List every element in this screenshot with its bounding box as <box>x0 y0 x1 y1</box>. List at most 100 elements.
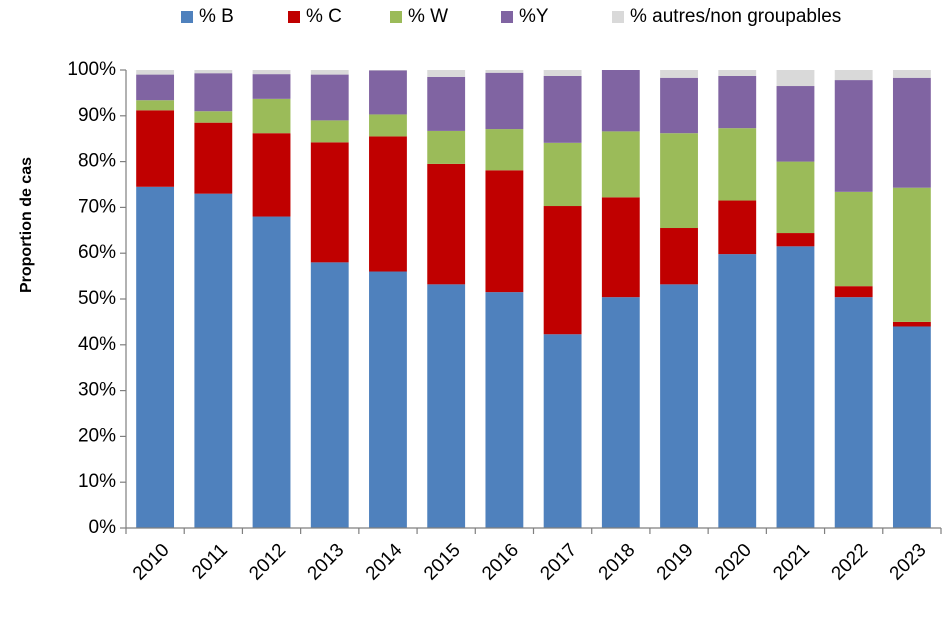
bar-2011-series-0 <box>194 193 233 528</box>
y-tick-label: 0% <box>89 517 117 538</box>
y-tick-label: 90% <box>78 105 116 126</box>
bar-2016-series-0 <box>485 292 524 528</box>
legend-swatch <box>501 11 513 23</box>
bar-2019-series-3 <box>660 77 698 134</box>
legend-label: % B <box>199 6 234 27</box>
y-tick-label: 50% <box>78 288 116 309</box>
x-tick-label: 2010 <box>129 540 174 585</box>
x-tick-label: 2011 <box>188 540 232 584</box>
bar-2022-series-1 <box>834 286 873 298</box>
bar-2017-series-3 <box>543 75 582 143</box>
y-tick-label: 60% <box>78 242 116 263</box>
y-tick-label: 20% <box>78 425 116 446</box>
bar-2012-series-2 <box>252 98 291 134</box>
bar-2021-series-1 <box>776 233 815 247</box>
bar-2013-series-4 <box>310 70 349 75</box>
bar-2016-series-2 <box>485 129 524 171</box>
bar-2017-series-2 <box>543 142 582 207</box>
bar-2019-series-2 <box>660 133 698 229</box>
bar-2018-series-0 <box>601 297 640 528</box>
bar-2020-series-4 <box>718 70 757 76</box>
y-tick-label: 30% <box>78 380 116 401</box>
bar-2020-series-1 <box>718 200 757 255</box>
x-tick-label: 2020 <box>711 540 756 585</box>
legend-label: % autres/non groupables <box>630 6 841 27</box>
legend-swatch <box>390 11 402 23</box>
x-tick-label: 2023 <box>886 540 931 585</box>
bar-2022-series-2 <box>834 191 873 287</box>
bar-2012-series-0 <box>252 216 291 528</box>
bar-2011-series-4 <box>194 70 233 74</box>
bar-2023-series-0 <box>892 326 931 528</box>
bar-2015-series-0 <box>427 284 466 528</box>
bar-2023-series-1 <box>892 321 931 327</box>
bar-2014-series-3 <box>369 70 407 115</box>
bar-2017-series-0 <box>543 334 582 528</box>
bar-2013-series-0 <box>310 262 349 528</box>
bar-2023-series-2 <box>892 187 931 322</box>
y-tick-label: 10% <box>78 471 116 492</box>
bar-2022-series-0 <box>834 297 873 528</box>
x-tick-label: 2019 <box>653 540 698 585</box>
bar-2010-series-4 <box>136 70 175 75</box>
y-axis-label: Proportion de cas <box>18 157 35 293</box>
bar-2016-series-1 <box>485 170 524 293</box>
bar-2015-series-4 <box>427 70 466 77</box>
bar-2014-series-2 <box>369 114 407 137</box>
bar-2015-series-2 <box>427 130 466 164</box>
bar-2022-series-3 <box>834 80 873 192</box>
x-tick-label: 2016 <box>478 540 523 585</box>
bar-2017-series-1 <box>543 206 582 335</box>
legend: % B % C % W %Y % autres/non groupables <box>181 6 841 27</box>
legend-label: % W <box>408 6 448 27</box>
bar-2014-series-1 <box>369 136 407 272</box>
bars <box>136 70 931 529</box>
bar-2023-series-4 <box>892 70 931 78</box>
x-tick-label: 2013 <box>304 540 349 585</box>
bar-2011-series-2 <box>194 111 233 123</box>
bar-2021-series-0 <box>776 246 815 528</box>
bar-2010-series-1 <box>136 110 175 187</box>
bar-2015-series-3 <box>427 76 466 131</box>
bar-2018-series-3 <box>601 70 640 132</box>
y-axis-ticks: 0% 10% 20% 30% 40% 50% 60% 70% 80% 90% 100% <box>67 59 126 538</box>
bar-2012-series-1 <box>252 133 291 217</box>
legend-label: %Y <box>519 6 549 27</box>
y-tick-label: 100% <box>67 59 116 80</box>
bar-2011-series-3 <box>194 73 233 112</box>
x-tick-label: 2018 <box>595 540 640 585</box>
bar-2019-series-0 <box>660 284 698 528</box>
bar-2014-series-0 <box>369 271 407 528</box>
legend-label: % C <box>306 6 342 27</box>
bar-2010-series-2 <box>136 100 175 111</box>
bar-2020-series-0 <box>718 254 757 528</box>
bar-2012-series-3 <box>252 74 291 99</box>
bar-2021-series-2 <box>776 161 815 234</box>
x-axis-ticks: 2010 2011 2012 2013 2014 2015 2016 2017 2018 2019… <box>125 528 942 585</box>
legend-swatch <box>612 11 624 23</box>
bar-2020-series-3 <box>718 75 757 129</box>
bar-2012-series-4 <box>252 70 291 75</box>
y-tick-label: 70% <box>78 196 116 217</box>
x-tick-label: 2012 <box>245 540 290 585</box>
bar-2013-series-1 <box>310 142 349 263</box>
bar-2023-series-3 <box>892 77 931 188</box>
y-tick-label: 40% <box>78 334 116 355</box>
bar-2016-series-3 <box>485 72 524 130</box>
bar-2016-series-4 <box>485 70 524 73</box>
bar-2021-series-4 <box>776 70 815 87</box>
bar-2020-series-2 <box>718 128 757 201</box>
x-tick-label: 2022 <box>828 540 873 585</box>
bar-2011-series-1 <box>194 122 233 194</box>
bar-2018-series-2 <box>601 131 640 198</box>
x-tick-label: 2015 <box>420 540 465 585</box>
bar-2015-series-1 <box>427 163 466 285</box>
bar-2017-series-4 <box>543 70 582 76</box>
bar-2021-series-3 <box>776 86 815 162</box>
bar-2022-series-4 <box>834 70 873 81</box>
bar-2019-series-1 <box>660 228 698 285</box>
bar-2019-series-4 <box>660 70 698 78</box>
bar-2010-series-0 <box>136 186 175 529</box>
legend-swatch <box>288 11 300 23</box>
